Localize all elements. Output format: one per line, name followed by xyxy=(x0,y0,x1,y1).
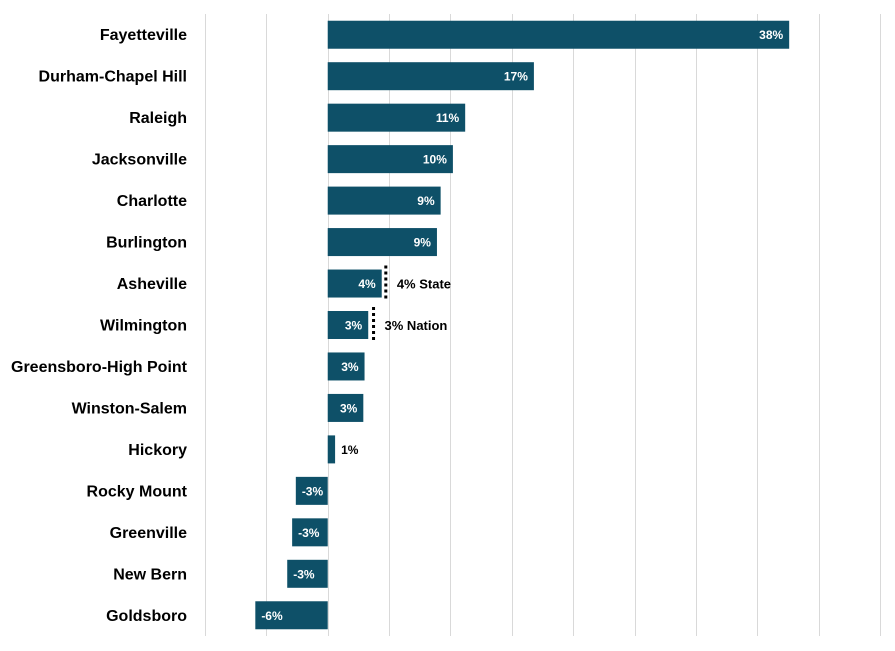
value-label: 1% xyxy=(341,443,359,457)
bar xyxy=(327,186,441,215)
category-label: Burlington xyxy=(106,235,187,252)
value-label: -3% xyxy=(298,526,320,540)
bar xyxy=(327,269,382,298)
value-labels: 38% 17% 11% 10% 9% 9% 4% 3% 3% 3% 1% -3% -3% -3% -6% xyxy=(261,28,783,623)
category-label: Hickory xyxy=(128,442,187,459)
category-label: Durham-Chapel Hill xyxy=(39,69,187,86)
value-label: -3% xyxy=(302,484,324,498)
bar xyxy=(327,393,364,422)
category-label: Goldsboro xyxy=(106,608,187,625)
category-label: Raleigh xyxy=(129,110,187,127)
reference-label: 4% State xyxy=(397,277,451,292)
value-label: -3% xyxy=(293,567,315,581)
bar xyxy=(327,352,365,381)
bar xyxy=(287,559,328,588)
bar xyxy=(327,145,453,174)
value-label: 3% xyxy=(345,319,363,333)
category-label: New Bern xyxy=(113,566,187,583)
category-label: Asheville xyxy=(117,276,187,293)
value-label: 3% xyxy=(340,401,358,415)
category-label: Winston-Salem xyxy=(72,400,187,417)
bar xyxy=(327,62,534,91)
category-labels: Fayetteville Durham-Chapel Hill Raleigh Jac… xyxy=(11,27,188,625)
category-label: Fayetteville xyxy=(100,27,187,44)
value-label: 10% xyxy=(423,153,447,167)
value-label: 17% xyxy=(504,70,528,84)
bar xyxy=(327,311,369,339)
value-label: 11% xyxy=(436,111,460,125)
value-label: 9% xyxy=(417,194,435,208)
bar xyxy=(327,103,466,132)
category-label: Charlotte xyxy=(117,193,187,210)
value-label: 3% xyxy=(341,360,359,374)
reference-label: 3% Nation xyxy=(385,318,448,333)
category-label: Greensboro-High Point xyxy=(11,359,188,376)
bar xyxy=(292,518,328,547)
bar xyxy=(327,435,336,464)
reference-lines: 4% State 3% Nation xyxy=(372,265,451,340)
bar xyxy=(255,601,328,630)
category-label: Rocky Mount xyxy=(87,483,188,500)
value-label: -6% xyxy=(261,609,283,623)
bar xyxy=(327,20,790,49)
bars xyxy=(255,20,790,630)
value-label: 9% xyxy=(414,236,432,250)
category-label: Wilmington xyxy=(100,318,187,335)
bar xyxy=(295,476,328,505)
value-label: 38% xyxy=(759,28,783,42)
category-label: Greenville xyxy=(110,525,187,542)
category-label: Jacksonville xyxy=(92,152,187,169)
bar xyxy=(327,228,437,257)
value-label: 4% xyxy=(358,277,376,291)
